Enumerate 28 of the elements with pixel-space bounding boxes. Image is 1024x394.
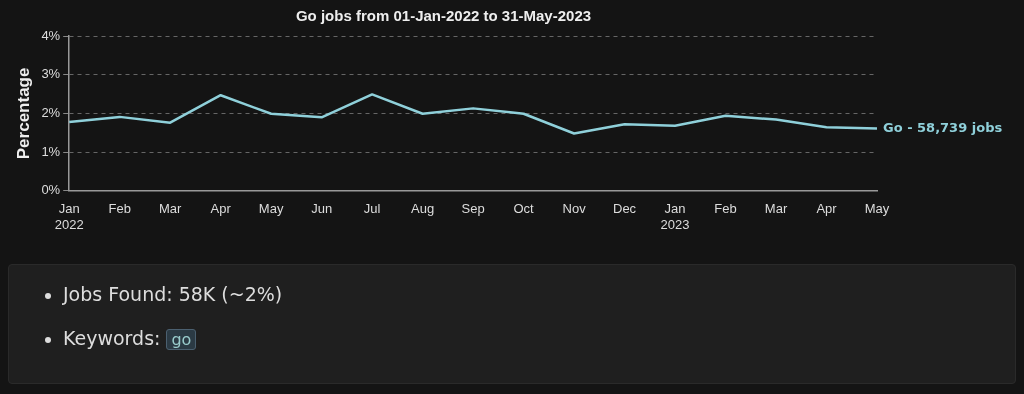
y-tick-label: 1% [41,143,61,159]
y-tick-label: 4% [41,27,61,43]
x-tick-label: May [864,201,890,217]
x-tick-label: Mar [158,201,183,217]
x-tick-label: Jun [311,201,333,217]
y-tick-label: 2% [41,104,61,120]
x-tick-label: Feb [714,201,737,217]
x-tick-label: Aug [411,201,435,217]
x-tick-label: Nov [562,201,587,217]
x-tick-label: Jul [363,201,381,217]
x-tick-label: Apr [210,201,232,217]
x-tick-label: Dec [613,201,637,217]
x-tick-label: Oct [513,201,535,217]
x-tick-label: May [258,201,284,217]
x-tick-label: Jan 2023 [660,201,690,232]
x-tick-label: Mar [764,201,788,217]
text: Keywords: [63,327,161,349]
x-tick-label: Feb [108,201,131,217]
series-label: Go - 58,739 jobs [883,119,1003,135]
x-tick-label: Sep [461,201,485,217]
y-tick-label: 3% [41,66,61,82]
text: go [166,329,197,350]
chart-title: Go jobs from 01-Jan-2022 to 31-May-2023 [295,7,592,25]
y-tick-label: 0% [41,182,61,198]
x-tick-label: Apr [816,201,838,217]
text: Jobs Found: 58K (~2%) [61,283,284,305]
y-axis-title: Percentage [13,67,33,160]
x-tick-label: Jan 2022 [54,201,84,232]
